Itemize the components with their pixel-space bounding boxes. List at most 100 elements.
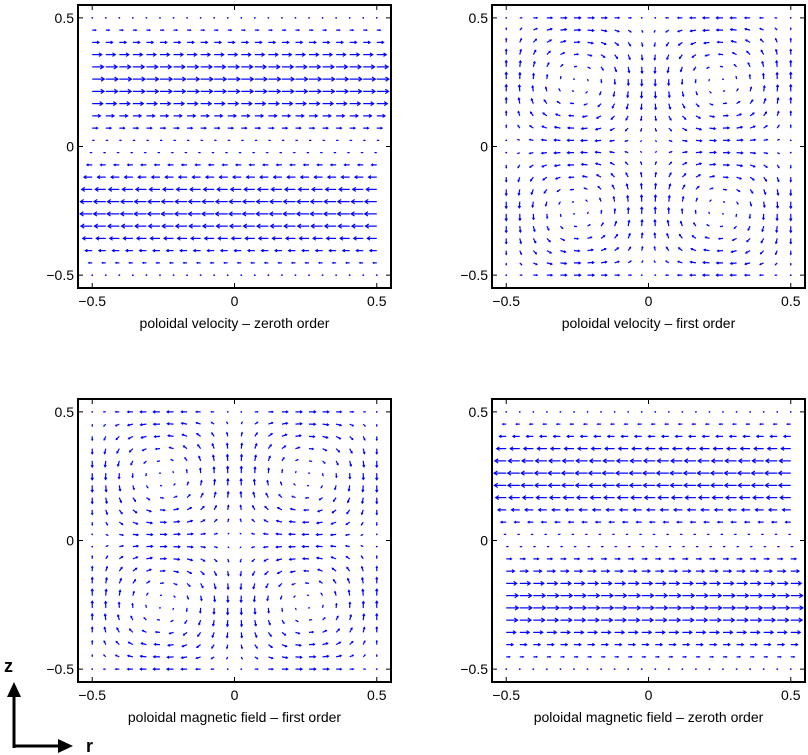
- quiver-arrow: [321, 473, 324, 477]
- quiver-arrow: [774, 238, 778, 245]
- quiver-arrow: [187, 52, 198, 57]
- quiver-arrow: [168, 631, 174, 635]
- quiver-arrow: [255, 199, 269, 205]
- quiver-arrow: [573, 78, 575, 81]
- quiver-arrow: [362, 423, 366, 427]
- quiver-arrow: [709, 103, 714, 106]
- quiver-arrow: [708, 410, 711, 413]
- quiver-arrow: [748, 213, 752, 220]
- quiver-arrow: [668, 183, 672, 190]
- quiver-arrow: [159, 274, 161, 277]
- quiver-arrow: [278, 582, 283, 588]
- quiver-arrow: [743, 273, 751, 277]
- quiver-arrow: [281, 619, 285, 625]
- quiver-arrow: [187, 64, 200, 70]
- quiver-arrow: [553, 151, 561, 155]
- quiver-arrow: [711, 495, 724, 501]
- quiver-arrow: [668, 580, 681, 586]
- quiver-arrow: [614, 470, 629, 476]
- quiver-arrow: [306, 151, 310, 154]
- quiver-arrow: [532, 410, 535, 413]
- quiver-arrow: [324, 186, 337, 192]
- quiver-arrow: [722, 90, 726, 92]
- quiver-arrow: [724, 495, 737, 501]
- quiver-arrow: [362, 16, 365, 19]
- quiver-arrow: [681, 195, 685, 202]
- quiver-arrow: [682, 162, 688, 166]
- y-tick-label: −0.5: [46, 267, 74, 283]
- quiver-arrow: [506, 557, 513, 561]
- quiver-arrow: [747, 225, 751, 231]
- quiver-arrow: [275, 558, 283, 562]
- y-tick-label: 0.5: [469, 10, 489, 26]
- quiver-arrow: [126, 667, 133, 671]
- quiver-arrow: [587, 593, 601, 599]
- quiver-arrow: [574, 470, 588, 476]
- quiver-arrow: [689, 520, 696, 524]
- quiver-arrow: [708, 78, 711, 82]
- quiver-arrow: [211, 620, 215, 627]
- quiver-arrow: [701, 273, 710, 277]
- quiver-arrow: [132, 533, 140, 537]
- quiver-arrow: [777, 470, 791, 476]
- quiver-arrow: [580, 138, 588, 143]
- quiver-arrow: [545, 410, 548, 413]
- quiver-arrow: [610, 422, 615, 426]
- quiver-arrow: [625, 533, 629, 536]
- quiver-arrow: [164, 175, 174, 180]
- quiver-arrow: [139, 423, 147, 427]
- quiver-arrow: [749, 668, 752, 671]
- quiver-arrow: [119, 28, 124, 32]
- quiver-arrow: [344, 544, 350, 548]
- quiver-arrow: [640, 139, 643, 143]
- quiver-arrow: [653, 66, 657, 75]
- quiver-arrow: [289, 570, 296, 574]
- quiver-arrow: [89, 151, 93, 154]
- quiver-arrow: [709, 127, 717, 131]
- quiver-arrow: [226, 656, 229, 660]
- quiver-arrow: [614, 642, 623, 647]
- quiver-arrow: [360, 565, 364, 572]
- quiver-arrow: [268, 211, 282, 217]
- quiver-arrow: [116, 151, 120, 154]
- quiver-arrow: [590, 446, 602, 451]
- quiver-arrow: [630, 495, 642, 501]
- quiver-arrow: [362, 654, 366, 658]
- quiver-arrow: [723, 630, 734, 635]
- quiver-arrow: [227, 139, 231, 142]
- quiver-arrow: [330, 556, 337, 560]
- quiver-arrow: [749, 410, 752, 413]
- quiver-arrow: [376, 101, 389, 107]
- quiver-arrow: [240, 632, 244, 639]
- quiver-arrow: [493, 470, 507, 476]
- quiver-arrow: [706, 533, 710, 536]
- quiver-arrow: [282, 211, 296, 217]
- quiver-arrow: [763, 138, 769, 141]
- quiver-arrow: [709, 545, 713, 548]
- quiver-arrow: [668, 115, 672, 121]
- quiver-arrow: [325, 236, 337, 241]
- quiver-arrow: [731, 422, 737, 426]
- quiver-arrow: [628, 605, 642, 611]
- quiver-arrow: [763, 545, 767, 548]
- quiver-arrow: [628, 593, 642, 599]
- quiver-arrow: [530, 189, 534, 196]
- quiver-arrow: [704, 422, 710, 426]
- y-tick-label: 0.5: [55, 10, 75, 26]
- quiver-arrow: [186, 558, 194, 562]
- quiver-arrow: [336, 28, 341, 32]
- quiver-arrow: [546, 593, 560, 599]
- quiver-arrow: [375, 554, 378, 559]
- quiver-arrow: [552, 434, 561, 439]
- quiver-arrow: [239, 558, 242, 563]
- quiver-arrow: [309, 52, 320, 57]
- quiver-arrow: [709, 630, 721, 635]
- quiver-arrow: [301, 248, 310, 253]
- quiver-arrow: [682, 630, 693, 635]
- quiver-arrow: [710, 458, 724, 464]
- quiver-arrow: [337, 223, 350, 229]
- quiver-arrow: [132, 556, 139, 560]
- quiver-arrow: [532, 250, 538, 255]
- quiver-arrow: [111, 248, 120, 253]
- quiver-arrow: [786, 422, 791, 426]
